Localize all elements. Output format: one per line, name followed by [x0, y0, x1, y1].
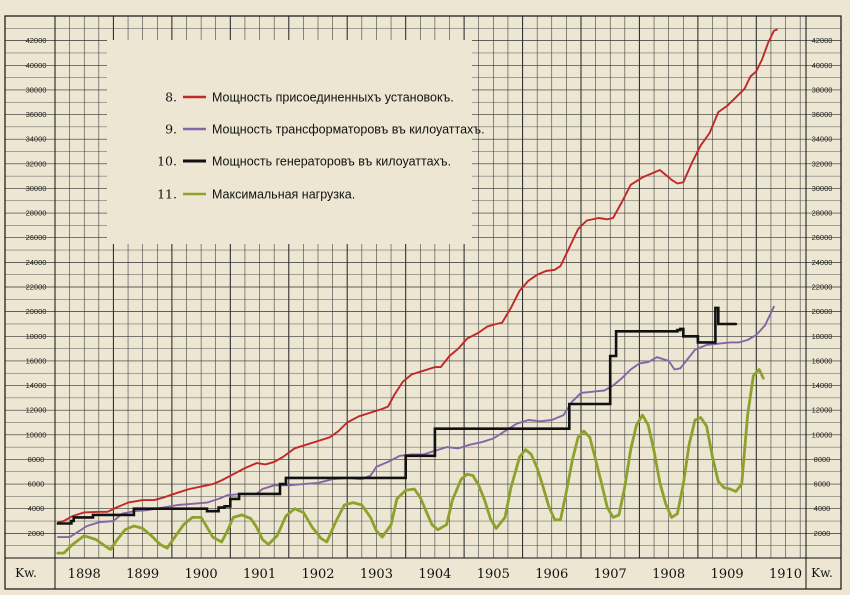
y-tick-label-left: 18000 [26, 332, 47, 341]
y-tick-label-left: 14000 [26, 381, 47, 390]
year-label: 1906 [535, 567, 568, 582]
y-tick-label-right: 26000 [812, 233, 833, 242]
year-label: 1898 [68, 567, 101, 582]
legend-number: 8. [165, 90, 177, 105]
year-label: 1910 [769, 567, 802, 582]
y-tick-label-left: 12000 [26, 406, 47, 415]
legend-label: Мощность трансформаторовъ въ килоуаттахъ… [212, 123, 485, 137]
legend-label: Мощность генераторовъ въ килоуаттахъ. [212, 155, 451, 169]
y-axis-right: 2000 4000 6000 8000 10000 12000 14000 16000 1800… [812, 36, 833, 538]
y-tick-label-left: 26000 [26, 233, 47, 242]
year-label: 1902 [301, 567, 334, 582]
frame [4, 15, 842, 590]
y-tick-label-right: 40000 [812, 61, 833, 70]
legend-number: 10. [157, 154, 177, 169]
unit-label-right: Kw. [811, 566, 833, 580]
y-tick-label-left: 6000 [28, 480, 45, 489]
legend: 8. Мощность присоединенныхъ установокъ. 9.… [157, 90, 484, 202]
year-label: 1900 [185, 567, 218, 582]
y-tick-label-left: 16000 [26, 356, 47, 365]
year-axis: Kw. Kw. 1898 1899 1900 1901 1902 1903 1904 1905 19… [5, 558, 841, 589]
y-tick-label-left: 10000 [26, 430, 47, 439]
y-tick-label-right: 22000 [812, 283, 833, 292]
y-tick-label-right: 32000 [812, 159, 833, 168]
y-tick-label-right: 12000 [812, 406, 833, 415]
y-tick-label-right: 18000 [812, 332, 833, 341]
y-tick-label-right: 16000 [812, 356, 833, 365]
y-tick-label-right: 2000 [814, 529, 831, 538]
year-label: 1905 [477, 567, 510, 582]
y-tick-label-left: 4000 [28, 504, 45, 513]
y-tick-label-right: 34000 [812, 135, 833, 144]
legend-panel [107, 40, 472, 244]
y-tick-label-left: 8000 [28, 455, 45, 464]
unit-label-left: Kw. [15, 566, 37, 580]
legend-number: 11. [157, 187, 177, 202]
series-line-s10 [56, 306, 738, 525]
y-tick-label-right: 4000 [814, 504, 831, 513]
y-tick-label-left: 20000 [26, 307, 47, 316]
year-label: 1901 [243, 567, 276, 582]
y-tick-label-right: 30000 [812, 184, 833, 193]
year-label: 1899 [126, 567, 159, 582]
y-tick-label-right: 28000 [812, 209, 833, 218]
series-layer [56, 28, 778, 555]
y-tick-label-right: 8000 [814, 455, 831, 464]
y-tick-label-right: 20000 [812, 307, 833, 316]
y-tick-label-left: 28000 [26, 209, 47, 218]
legend-number: 9. [165, 122, 177, 137]
y-tick-label-left: 36000 [26, 110, 47, 119]
y-tick-label-right: 42000 [812, 36, 833, 45]
series-line-s8 [56, 28, 778, 524]
y-tick-label-left: 38000 [26, 85, 47, 94]
y-tick-label-left: 22000 [26, 283, 47, 292]
legend-label: Максимальная нагрузка. [212, 188, 355, 202]
year-label: 1903 [360, 567, 393, 582]
y-tick-label-right: 24000 [812, 258, 833, 267]
y-tick-label-left: 32000 [26, 159, 47, 168]
y-tick-label-right: 14000 [812, 381, 833, 390]
y-tick-label-right: 36000 [812, 110, 833, 119]
y-tick-label-left: 2000 [28, 529, 45, 538]
y-tick-label-right: 38000 [812, 85, 833, 94]
year-row-background [5, 558, 841, 589]
y-tick-label-left: 24000 [26, 258, 47, 267]
y-tick-label-left: 34000 [26, 135, 47, 144]
y-tick-label-left: 40000 [26, 61, 47, 70]
year-label: 1907 [594, 567, 627, 582]
legend-label: Мощность присоединенныхъ установокъ. [212, 91, 454, 105]
y-tick-label-left: 42000 [26, 36, 47, 45]
y-tick-label-right: 10000 [812, 430, 833, 439]
y-tick-label-right: 6000 [814, 480, 831, 489]
year-label: 1908 [652, 567, 685, 582]
year-label: 1909 [711, 567, 744, 582]
y-tick-label-left: 30000 [26, 184, 47, 193]
series-line-s9 [56, 305, 775, 539]
y-axis-left: 2000 4000 6000 8000 10000 12000 14000 16000 1800… [26, 36, 47, 538]
year-label: 1904 [418, 567, 451, 582]
series-line-s11 [56, 368, 765, 555]
